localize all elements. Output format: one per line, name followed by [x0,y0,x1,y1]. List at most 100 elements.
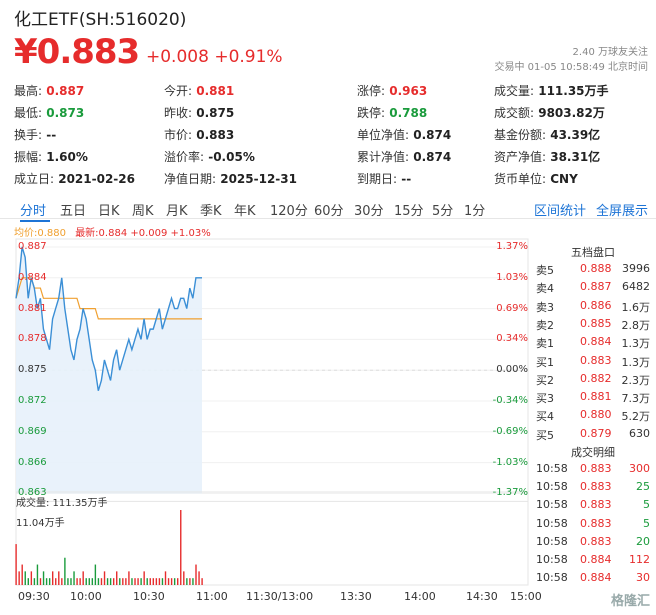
stat-cell: 到期日: -- [357,170,411,187]
stat-label: 成交额: [494,106,535,120]
orderbook-price: 0.887 [580,280,612,294]
stat-label: 资产净值: [494,150,547,164]
orderbook-price: 0.885 [580,316,612,330]
volume-bar [161,578,164,585]
stat-value: CNY [546,172,578,186]
stat-value: 0.963 [385,84,428,98]
price-change: +0.008 +0.91% [146,47,283,67]
volume-bar [27,578,29,585]
volume-bar [36,564,39,585]
stat-label: 成立日: [14,172,55,186]
volume-bar [122,578,124,585]
stat-cell: 换手: -- [14,126,56,143]
tab-11[interactable]: 5分 [432,204,454,219]
x-label: 10:30 [133,590,165,603]
orderbook-row: 买4 0.880 5.2万 [530,406,656,424]
stat-label: 最低: [14,106,43,120]
tab-6[interactable]: 年K [234,204,256,219]
chart-tabs: 分时 五日 日K 周K 月K 季K 年K 120分 60分 30分 15分 5分 1分 区间统计 全屏展示 [14,198,654,222]
trade-price: 0.883 [580,534,612,548]
orderbook-price: 0.883 [580,353,612,367]
trade-volume: 5 [643,516,650,530]
volume-bar [140,578,142,585]
stat-cell: 溢价率: -0.05% [164,148,255,165]
trade-time: 10:58 [536,498,568,512]
trade-time: 10:58 [536,534,568,548]
volume-bar [149,578,151,585]
y-label-left: 0.884 [18,271,47,283]
stat-value: 38.31亿 [546,150,601,164]
tab-10[interactable]: 15分 [394,204,424,219]
stat-cell: 基金份额: 43.39亿 [494,126,600,143]
volume-bar [55,578,57,585]
tab-0[interactable]: 分时 [20,204,47,219]
trade-volume: 112 [629,553,650,566]
stat-cell: 振幅: 1.60% [14,148,88,165]
watermark-logo: 格隆汇 [610,594,650,609]
volume-bar [94,564,97,585]
avg-price-label: 均价:0.880 [14,228,66,239]
chart-frame [15,238,529,502]
stat-value: 2021-02-26 [54,172,135,186]
trade-time: 10:58 [536,553,568,566]
tab-8[interactable]: 60分 [314,204,344,219]
tab-9[interactable]: 30分 [354,204,384,219]
orderbook-side: 卖3 [536,300,554,314]
stat-cell: 今开: 0.881 [164,82,234,99]
orderbook-side: 买3 [536,392,554,406]
orderbook-row: 卖1 0.884 1.3万 [530,333,656,351]
volume-bar [42,571,45,585]
orderbook-volume: 2.3万 [621,373,651,387]
latest-price-label: 最新:0.884 +0.009 +1.03% [75,228,211,239]
stat-value: 1.60% [42,150,88,164]
trade-volume: 20 [636,534,650,548]
tab-right-1[interactable]: 全屏展示 [596,204,649,219]
stat-value: 0.874 [409,128,452,142]
tab-5[interactable]: 季K [200,204,222,219]
tab-4[interactable]: 月K [166,204,188,219]
orderbook-side: 卖5 [536,264,554,277]
tab-7[interactable]: 120分 [270,204,308,219]
orderbook-side: 买5 [536,428,554,442]
volume-bar [167,578,170,585]
volume-bar [51,571,54,585]
volume-bar [24,571,26,585]
volume-bar [195,564,197,585]
tab-right-0[interactable]: 区间统计 [534,204,587,219]
trade-price: 0.883 [580,498,612,512]
stat-label: 最高: [14,84,43,98]
y-label-left: 0.872 [18,395,47,406]
stat-label: 货币单位: [494,172,547,186]
trade-price: 0.884 [580,553,612,566]
orderbook-row: 卖4 0.887 6482 [530,278,656,296]
tab-3[interactable]: 周K [132,204,154,219]
volume-bar [21,564,23,585]
y-label-right: 0.00% [496,364,528,376]
trade-row: 10:58 0.883 5 [530,515,656,533]
orderbook-side: 买4 [536,410,554,424]
stat-value: -0.05% [204,150,255,164]
volume-bar [106,578,109,585]
tab-2[interactable]: 日K [98,204,120,219]
volume-bar [201,578,203,585]
x-label: 13:30 [340,590,372,603]
x-label: 14:30 [466,590,498,603]
stat-value: -- [397,172,412,186]
tab-12[interactable]: 1分 [464,204,486,219]
volume-max-label: 11.04万手 [16,518,65,529]
orderbook-price: 0.884 [580,335,612,349]
volume-bar [91,578,94,585]
orderbook-row: 买3 0.881 7.3万 [530,388,656,406]
y-label-left: 0.875 [18,364,47,376]
volume-bar [116,571,118,585]
trade-row: 10:58 0.884 112 [530,551,656,569]
y-label-left: 0.878 [18,333,47,345]
orderbook-volume: 3996 [622,262,650,275]
trade-time: 10:58 [536,462,568,475]
trade-price: 0.883 [580,516,612,530]
tab-1[interactable]: 五日 [60,204,87,219]
orderbook-row: 卖3 0.886 1.6万 [530,297,656,315]
stat-cell: 成交量: 111.35万手 [494,82,609,99]
volume-bar [125,578,127,585]
x-label: 15:00 [510,590,542,603]
